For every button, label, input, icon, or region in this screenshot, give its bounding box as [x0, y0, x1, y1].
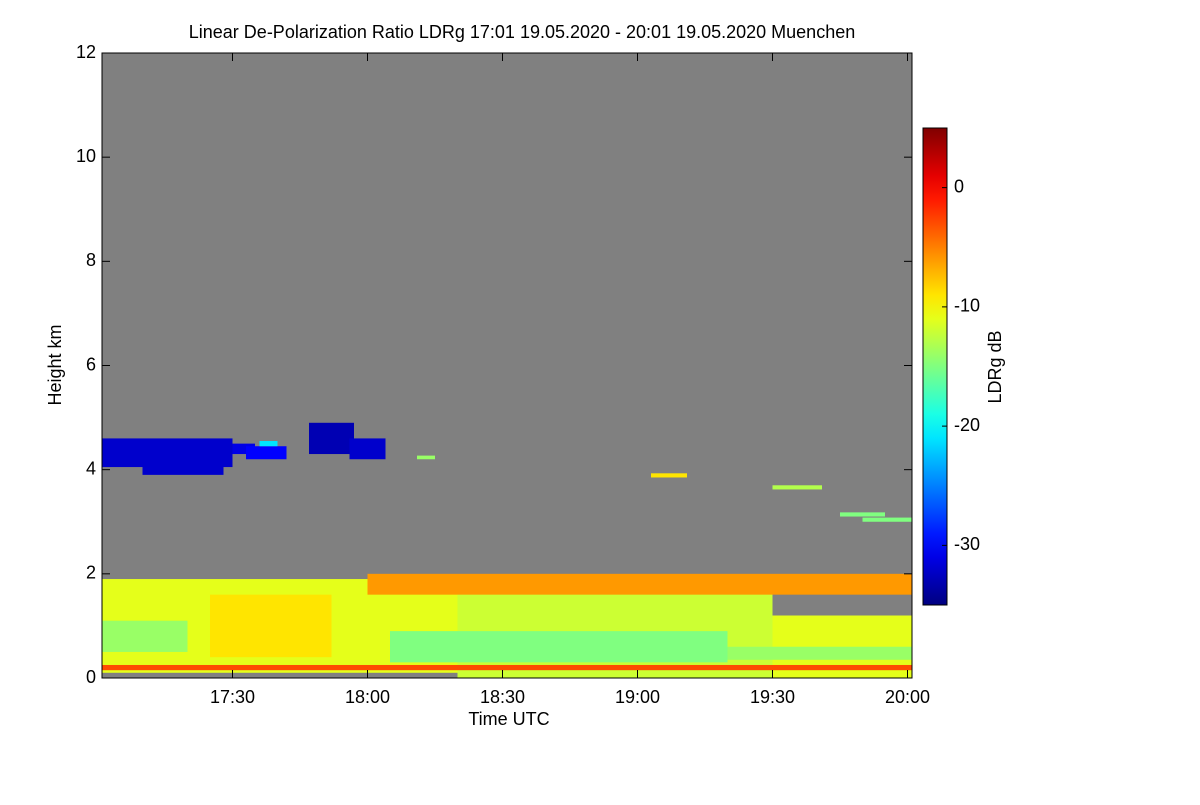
x-tick-label: 20:00 [885, 687, 930, 707]
x-tick-label: 18:00 [345, 687, 390, 707]
heatmap-cell [142, 464, 224, 475]
colorbar-tick-label: -30 [954, 534, 980, 554]
heatmap-cell [772, 485, 822, 490]
y-tick-label: 4 [86, 458, 96, 478]
heatmap-cell [246, 446, 287, 460]
heatmap-cell [349, 438, 386, 460]
colorbar-tick-label: -20 [954, 415, 980, 435]
heatmap-cell [102, 438, 233, 468]
x-tick-label: 19:00 [615, 687, 660, 707]
heatmap-cell [651, 473, 687, 478]
y-tick-label: 6 [86, 354, 96, 374]
colorbar-tick-label: 0 [954, 176, 964, 196]
chart-title: Linear De-Polarization Ratio LDRg 17:01 … [189, 22, 855, 42]
colorbar-tick-label: -10 [954, 296, 980, 316]
heatmap-cell [727, 646, 912, 660]
x-tick-label: 18:30 [480, 687, 525, 707]
heatmap-cell [390, 631, 728, 663]
y-axis-label: Height km [45, 324, 65, 405]
heatmap-cell [367, 573, 912, 595]
heatmap-cell [417, 455, 435, 460]
x-tick-label: 19:30 [750, 687, 795, 707]
heatmap-cell [102, 664, 912, 671]
colorbar-label: LDRg dB [985, 330, 1005, 403]
y-tick-label: 0 [86, 667, 96, 687]
heatmap-cell [210, 594, 332, 658]
heatmap-cell [232, 443, 255, 455]
heatmap-cell [102, 620, 188, 652]
y-tick-label: 2 [86, 563, 96, 583]
heatmap-cell [840, 512, 885, 517]
heatmap-cell [862, 517, 912, 522]
x-axis-label: Time UTC [468, 709, 549, 729]
x-tick-label: 17:30 [210, 687, 255, 707]
heatmap-cell [259, 441, 278, 447]
y-tick-label: 12 [76, 42, 96, 62]
colorbar [922, 127, 948, 606]
y-tick-label: 8 [86, 250, 96, 270]
heatmap-cell [309, 422, 354, 455]
y-tick-label: 10 [76, 146, 96, 166]
